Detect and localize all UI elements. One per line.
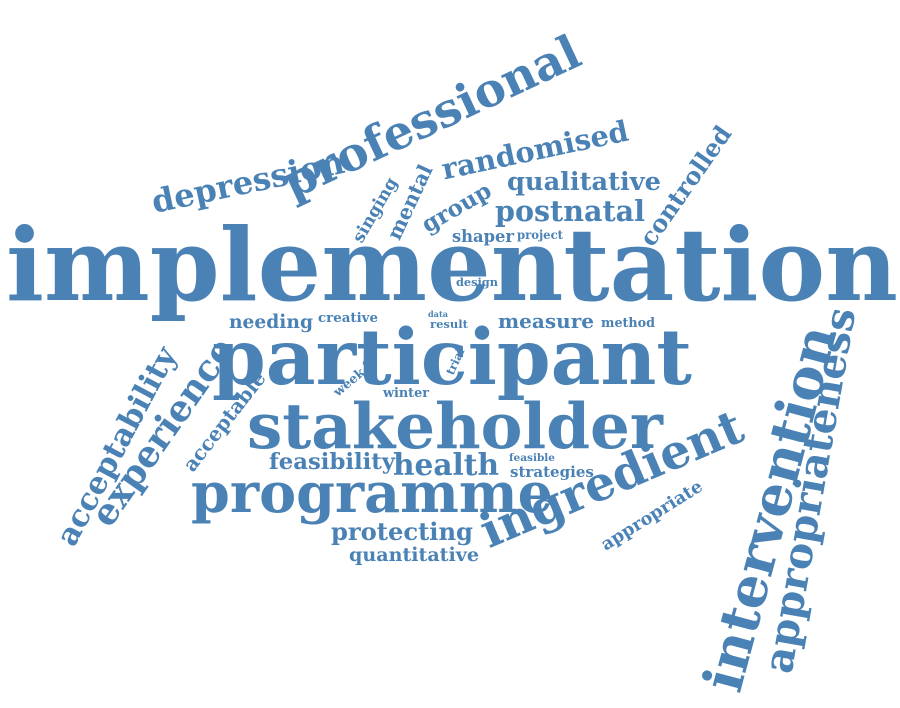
word-programme: programme	[191, 461, 553, 526]
word-creative: creative	[318, 309, 378, 326]
word-winter: winter	[383, 385, 429, 401]
word-protecting: protecting	[331, 517, 473, 546]
word-result: result	[430, 317, 468, 331]
word-strategies: strategies	[510, 462, 594, 481]
word-data: data	[428, 309, 448, 319]
word-design: design	[456, 274, 498, 289]
word-stakeholder: stakeholder	[247, 388, 663, 463]
word-postnatal: postnatal	[495, 193, 645, 228]
word-shaper: shaper	[452, 227, 514, 246]
word-method: method	[601, 314, 655, 330]
word-feasibility: feasibility	[269, 448, 396, 475]
word-quantitative: quantitative	[349, 543, 479, 566]
word-needing: needing	[229, 310, 313, 333]
word-feasible: feasible	[509, 451, 555, 464]
word-qualitative: qualitative	[507, 167, 661, 197]
word-participant: participant	[212, 312, 692, 403]
word-measure: measure	[498, 309, 594, 333]
word-project: project	[517, 228, 563, 242]
word-health: health	[393, 447, 500, 482]
word-implementation: implementation	[6, 206, 898, 324]
